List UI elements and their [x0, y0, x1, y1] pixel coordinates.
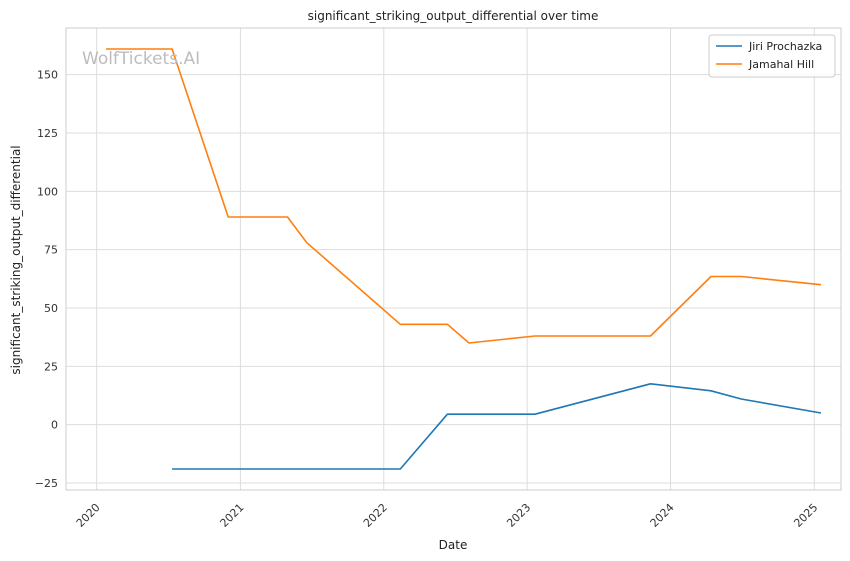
plot-frame [65, 27, 842, 491]
y-tick-label: −25 [35, 477, 58, 490]
x-axis-label: Date [439, 538, 468, 552]
grid-lines [66, 28, 841, 490]
y-axis-label: significant_striking_output_differential [9, 145, 23, 374]
y-tick-label: 125 [37, 127, 58, 140]
series-line-2 [106, 48, 822, 344]
y-tick-label: 0 [51, 419, 58, 432]
legend: Jiri Prochazka Jamahal Hill [708, 34, 836, 78]
y-tick-label: 50 [44, 302, 58, 315]
series-layer [106, 48, 822, 470]
y-tick-label: 75 [44, 244, 58, 257]
y-tick-label: 100 [37, 185, 58, 198]
series-line-1 [172, 382, 822, 470]
legend-label: Jamahal Hill [748, 58, 814, 71]
legend-label: Jiri Prochazka [748, 40, 822, 53]
chart-title: significant_striking_output_differential… [308, 9, 599, 23]
y-tick-label: 150 [37, 69, 58, 82]
y-axis-ticks: −25 0 25 50 75 100 125 150 [35, 69, 58, 490]
y-tick-label: 25 [44, 360, 58, 373]
watermark: WolfTickets.AI [82, 49, 200, 69]
